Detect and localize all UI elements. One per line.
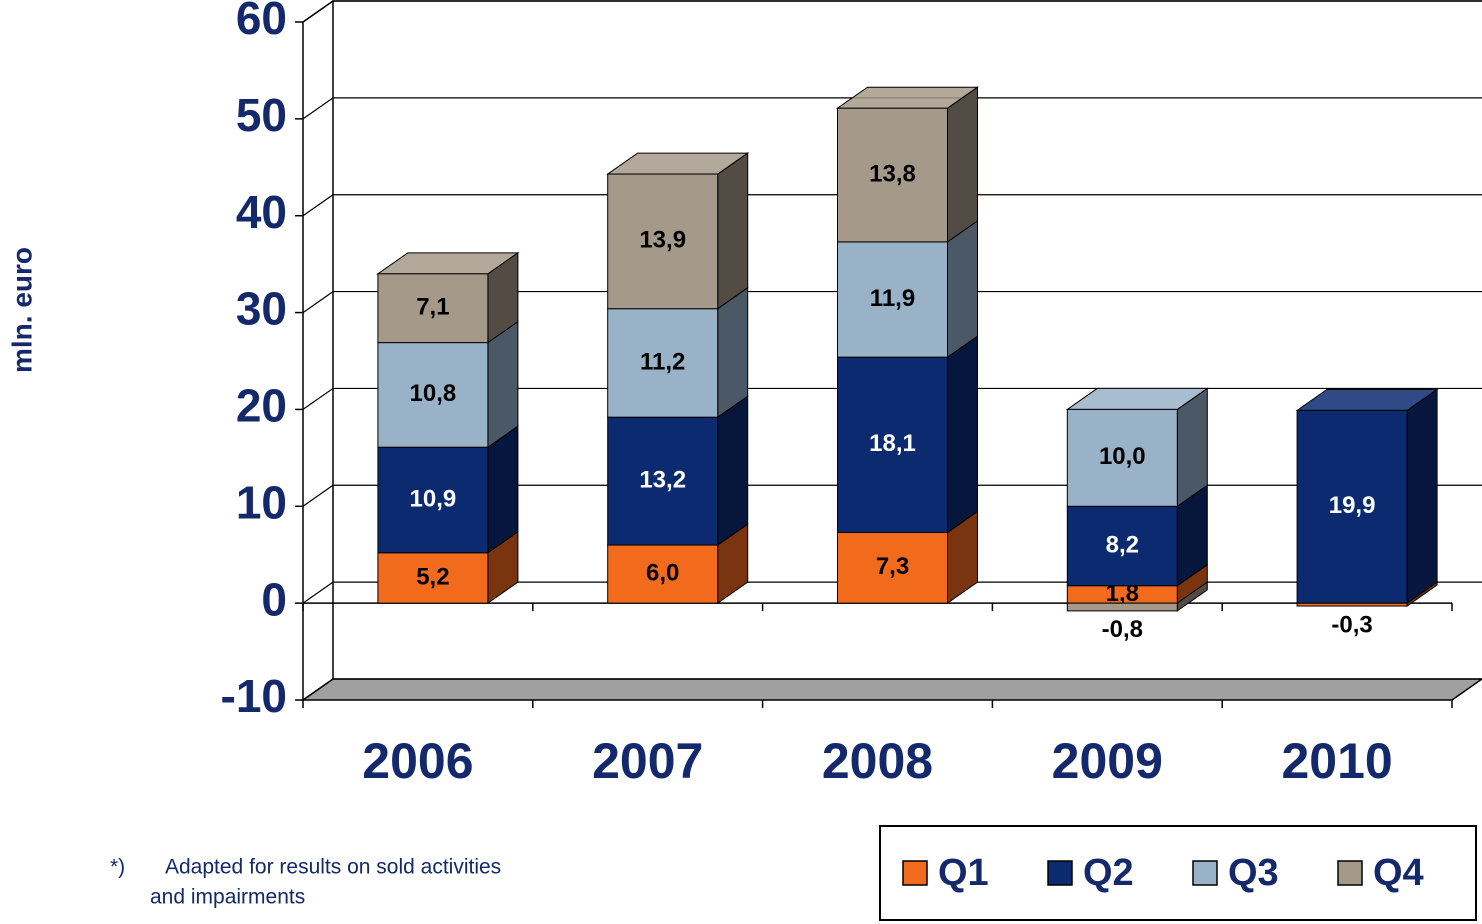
value-label: 18,1 [869, 430, 916, 457]
bar [1066, 602, 1178, 612]
value-label: 13,2 [639, 466, 686, 493]
footnote-line: and impairments [150, 886, 305, 909]
y-axis-label: mln. euro [6, 247, 37, 373]
x-tick-label: 2009 [1052, 733, 1163, 789]
y-tick-label: 0 [261, 573, 287, 625]
grid-line [302, 678, 1482, 701]
bar-side [487, 425, 519, 554]
legend-label: Q4 [1373, 852, 1424, 894]
x-tick-label: 2006 [362, 733, 473, 789]
y-tick-label: 40 [236, 186, 287, 238]
y-tick-label: 30 [236, 283, 287, 335]
value-label: 13,9 [639, 227, 686, 254]
legend-swatch [1047, 860, 1073, 886]
x-tick-label: 2007 [592, 733, 703, 789]
bar [1066, 408, 1178, 507]
value-label: -0,3 [1331, 611, 1372, 638]
bar-side [717, 286, 749, 419]
bar [377, 342, 489, 448]
value-label: 11,2 [640, 348, 685, 375]
bar-side [947, 219, 978, 359]
bar [837, 107, 948, 243]
bar [1296, 409, 1408, 604]
bar [837, 531, 948, 604]
footnote-marker: *) [110, 856, 125, 879]
value-label: 5,2 [416, 563, 449, 590]
value-label: 11,9 [870, 285, 915, 312]
y-tick-label: 10 [236, 476, 287, 528]
legend-label: Q2 [1083, 852, 1134, 894]
legend-swatch [1192, 860, 1218, 886]
value-label: 6,0 [646, 559, 679, 586]
value-label: 7,3 [876, 553, 909, 580]
value-label: 19,9 [1329, 492, 1376, 519]
bar [607, 416, 719, 546]
value-label: 13,8 [869, 160, 916, 187]
bar [607, 544, 719, 604]
legend-swatch [1337, 860, 1363, 886]
bar-side [487, 320, 519, 449]
legend-label: Q3 [1228, 852, 1279, 894]
y-tick-label: -10 [221, 670, 287, 722]
bar-side [717, 152, 749, 310]
bar-side [717, 395, 749, 546]
bar [607, 308, 719, 418]
bar [607, 173, 719, 310]
legend-swatch [902, 860, 928, 886]
bar [837, 356, 948, 533]
value-label: 10,9 [410, 485, 457, 512]
grid-line [302, 290, 1482, 314]
value-label: 7,1 [416, 294, 449, 321]
value-label: 8,2 [1106, 531, 1139, 558]
bar-side [947, 335, 978, 534]
value-label: 10,0 [1099, 443, 1146, 470]
legend-box [879, 825, 1477, 921]
y-tick-label: 50 [236, 89, 287, 141]
bar-side [1406, 388, 1438, 605]
y-tick-label: 20 [236, 380, 287, 432]
bar [837, 241, 948, 358]
x-tick-label: 2010 [1281, 733, 1392, 789]
grid-line [302, 0, 1482, 23]
legend-label: Q1 [938, 852, 989, 894]
x-axis [302, 0, 334, 23]
x-tick-label: 2008 [822, 733, 933, 789]
grid-line [302, 97, 1482, 120]
value-label: 10,8 [410, 380, 457, 407]
value-label: -0,8 [1102, 616, 1143, 643]
grid-line [302, 194, 1482, 217]
y-tick-label: 60 [236, 0, 287, 44]
bar [377, 446, 489, 554]
bar [377, 273, 489, 344]
bar-side [947, 86, 978, 243]
footnote-line: Adapted for results on sold activities [165, 856, 501, 879]
floor [300, 678, 1482, 701]
